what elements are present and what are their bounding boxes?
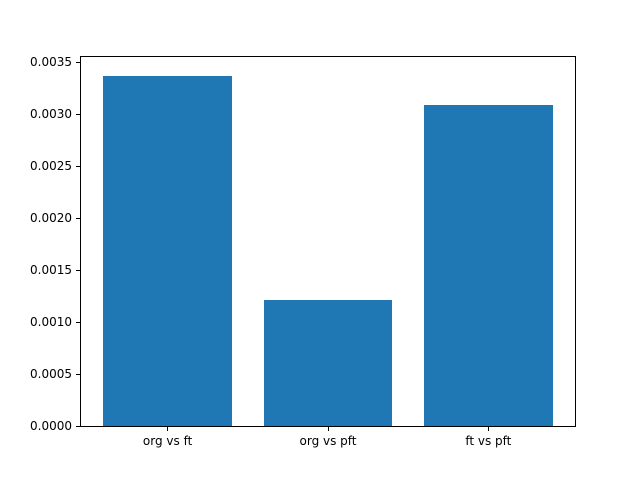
y-axis-tick-label: 0.0010 bbox=[30, 315, 72, 330]
x-axis-tick bbox=[167, 427, 169, 431]
y-axis-tick bbox=[76, 217, 80, 219]
y-axis-tick-label: 0.0025 bbox=[30, 159, 72, 174]
bar-org-vs-pft bbox=[263, 300, 393, 426]
x-axis-tick-label: ft vs pft bbox=[465, 434, 512, 448]
y-axis-tick-label: 0.0020 bbox=[30, 211, 72, 226]
y-axis-tick-label: 0.0035 bbox=[30, 55, 72, 70]
y-axis-tick-label: 0.0015 bbox=[30, 263, 72, 278]
x-axis-tick-label: org vs pft bbox=[299, 434, 357, 448]
y-axis-tick-label: 0.0030 bbox=[30, 107, 72, 122]
y-axis-tick bbox=[76, 113, 80, 115]
bar-org-vs-ft bbox=[103, 75, 232, 426]
y-axis-tick-label: 0.0005 bbox=[30, 367, 72, 382]
x-axis-tick-label: org vs ft bbox=[142, 434, 193, 448]
y-axis-tick bbox=[76, 321, 80, 323]
y-axis-tick bbox=[76, 373, 80, 375]
y-axis-tick bbox=[76, 269, 80, 271]
x-axis-tick bbox=[327, 427, 329, 431]
plot-area bbox=[80, 56, 576, 427]
y-axis-tick bbox=[76, 165, 80, 167]
bar-ft-vs-pft bbox=[424, 104, 553, 426]
y-axis-tick bbox=[76, 425, 80, 427]
y-axis-tick bbox=[76, 61, 80, 63]
y-axis-tick-label: 0.0000 bbox=[30, 419, 72, 433]
x-axis-tick bbox=[487, 427, 489, 431]
